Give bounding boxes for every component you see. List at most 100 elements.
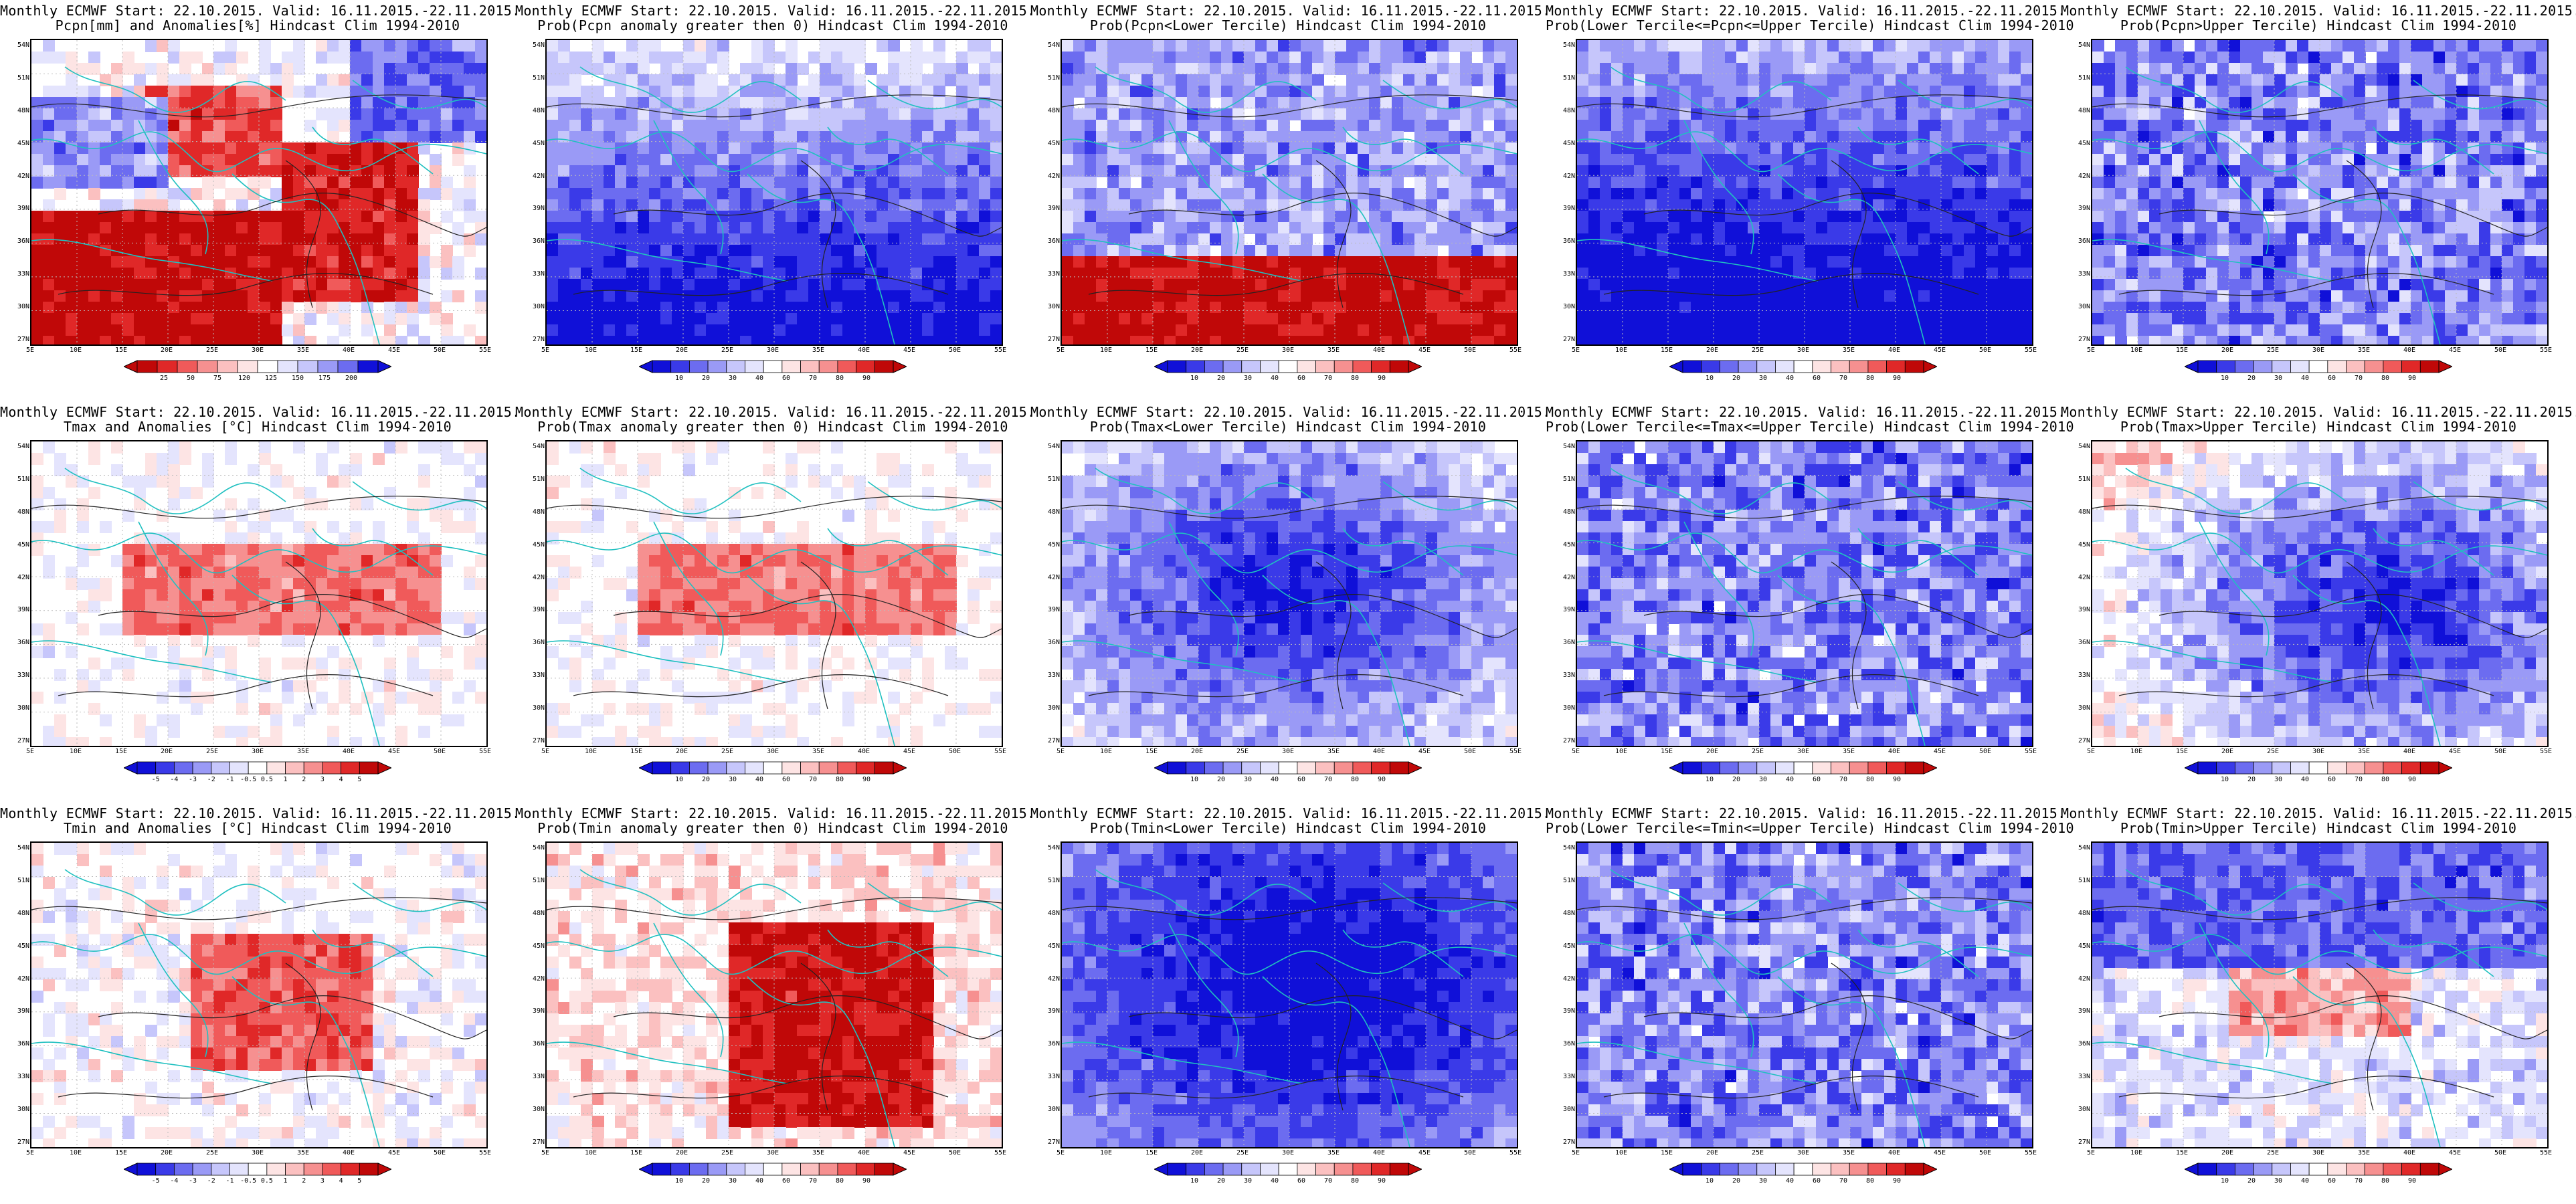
latitude-label: 36N [17, 1040, 29, 1048]
latitude-label: 45N [2078, 942, 2090, 950]
latitude-label: 33N [1562, 1073, 1575, 1081]
latitude-label: 42N [2078, 975, 2090, 983]
longitude-label: 10E [584, 1149, 597, 1157]
colorbar-tick-label: 40 [755, 776, 764, 783]
colorbar-tick-label: 70 [1839, 375, 1848, 382]
longitude-label: 30E [1797, 1149, 1810, 1157]
longitude-label: 55E [2024, 1149, 2037, 1157]
longitude-label: 30E [2312, 748, 2325, 755]
latitude-label: 33N [532, 672, 545, 680]
forecast-panel-p23: Monthly ECMWF Start: 22.10.2015. Valid: … [1030, 401, 1550, 803]
colorbar-tick-label: 20 [1216, 1177, 1226, 1185]
colorbar-tick-labels: 10 20 30 40 60 70 80 90 [1154, 776, 1422, 787]
colorbar-tick-label: -0.5 [240, 776, 257, 783]
longitude-label: 10E [69, 346, 82, 354]
longitude-label: 55E [1509, 748, 1522, 755]
panel-title-line2: Tmax and Anomalies [°C] Hindcast Clim 19… [63, 419, 452, 435]
colorbar-tick-label: 70 [808, 1177, 818, 1185]
colorbar [122, 359, 393, 374]
longitude-label: 55E [994, 1149, 1007, 1157]
colorbar-tick-label: 20 [2247, 375, 2256, 382]
colorbar [2183, 1162, 2454, 1177]
longitude-label: 45E [387, 748, 401, 755]
colorbar-tick-label: 90 [2407, 776, 2417, 783]
longitude-label: 50E [2494, 346, 2507, 354]
forecast-panel-p33: Monthly ECMWF Start: 22.10.2015. Valid: … [1030, 803, 1550, 1204]
latitude-label: 33N [1562, 672, 1575, 680]
colorbar-tick-label: 70 [2354, 776, 2363, 783]
colorbar [638, 1162, 908, 1177]
latitude-label: 45N [532, 540, 545, 548]
latitude-label: 30N [17, 303, 29, 311]
longitude-label: 5E [541, 748, 550, 755]
latitude-label: 51N [1047, 876, 1060, 884]
longitude-label: 45E [903, 1149, 916, 1157]
longitude-label: 25E [721, 1149, 734, 1157]
colorbar-tick-label: 80 [1865, 776, 1875, 783]
longitude-label: 10E [69, 1149, 82, 1157]
colorbar-tick-label: 90 [862, 1177, 871, 1185]
map-area [545, 39, 1003, 346]
longitude-label: 15E [114, 748, 128, 755]
panel-title-line2: Prob(Pcpn>Upper Tercile) Hindcast Clim 1… [2120, 17, 2517, 33]
latitude-label: 33N [2078, 1073, 2090, 1081]
longitude-label: 25E [721, 346, 734, 354]
panel-title-line1: Monthly ECMWF Start: 22.10.2015. Valid: … [2061, 3, 2576, 19]
latitude-label: 33N [2078, 270, 2090, 278]
longitude-label: 20E [2221, 346, 2234, 354]
panel-title-line1: Monthly ECMWF Start: 22.10.2015. Valid: … [515, 805, 1036, 821]
latitude-label: 51N [17, 876, 29, 884]
colorbar-tick-label: 5 [357, 1177, 362, 1185]
latitude-label: 54N [1562, 41, 1575, 49]
longitude-label: 10E [584, 346, 597, 354]
latitude-label: 27N [2078, 737, 2090, 744]
latitude-label: 51N [2078, 74, 2090, 82]
latitude-label: 30N [17, 704, 29, 712]
latitude-label: 48N [17, 909, 29, 917]
longitude-label: 15E [1145, 748, 1158, 755]
colorbar-tick-label: 30 [1243, 776, 1253, 783]
colorbar-tick-label: -1 [225, 776, 234, 783]
colorbar-tick-label: 10 [1190, 375, 1199, 382]
colorbar-tick-label: 30 [2274, 776, 2283, 783]
colorbar-tick-label: 10 [1705, 375, 1714, 382]
longitude-label: 45E [1933, 346, 1946, 354]
longitude-label: 30E [251, 748, 264, 755]
panel-title-line1: Monthly ECMWF Start: 22.10.2015. Valid: … [1030, 3, 1551, 19]
latitude-label: 36N [1047, 639, 1060, 647]
latitude-label: 42N [532, 975, 545, 983]
latitude-label: 33N [17, 672, 29, 680]
colorbar-tick-label: 60 [781, 1177, 791, 1185]
colorbar-tick-label: 30 [1758, 1177, 1768, 1185]
latitude-label: 27N [532, 336, 545, 343]
longitude-label: 25E [2266, 1149, 2280, 1157]
colorbar-tick-labels: 10 20 30 40 60 70 80 90 [1154, 1177, 1422, 1188]
latitude-label: 30N [1562, 303, 1575, 311]
longitude-label: 15E [2175, 346, 2189, 354]
panel-title-line1: Monthly ECMWF Start: 22.10.2015. Valid: … [1546, 3, 2066, 19]
latitude-label: 45N [17, 942, 29, 950]
latitude-label: 33N [1562, 270, 1575, 278]
colorbar-tick-label: 60 [1297, 776, 1306, 783]
longitude-label: 10E [1615, 748, 1628, 755]
longitude-label: 20E [1190, 346, 1204, 354]
colorbar-tick-label: 40 [1270, 776, 1279, 783]
latitude-label: 39N [2078, 606, 2090, 614]
panel-title-line1: Monthly ECMWF Start: 22.10.2015. Valid: … [0, 805, 521, 821]
colorbar-tick-label: -3 [189, 776, 197, 783]
latitude-label: 39N [1047, 606, 1060, 614]
map-field-svg [2092, 40, 2547, 344]
latitude-label: 48N [532, 909, 545, 917]
colorbar-tick-label: 30 [728, 776, 737, 783]
panel-title-line1: Monthly ECMWF Start: 22.10.2015. Valid: … [0, 404, 521, 420]
longitude-label: 55E [478, 346, 492, 354]
colorbar-tick-label: 60 [2327, 776, 2336, 783]
map-area [2091, 440, 2549, 747]
colorbar-tick-label: 90 [2407, 1177, 2417, 1185]
map-area [545, 841, 1003, 1148]
longitude-label: 55E [478, 1149, 492, 1157]
longitude-label: 20E [675, 748, 688, 755]
panel-title-line2: Prob(Tmin<Lower Tercile) Hindcast Clim 1… [1089, 820, 1487, 836]
longitude-label: 10E [1099, 1149, 1113, 1157]
longitude-label: 10E [584, 748, 597, 755]
